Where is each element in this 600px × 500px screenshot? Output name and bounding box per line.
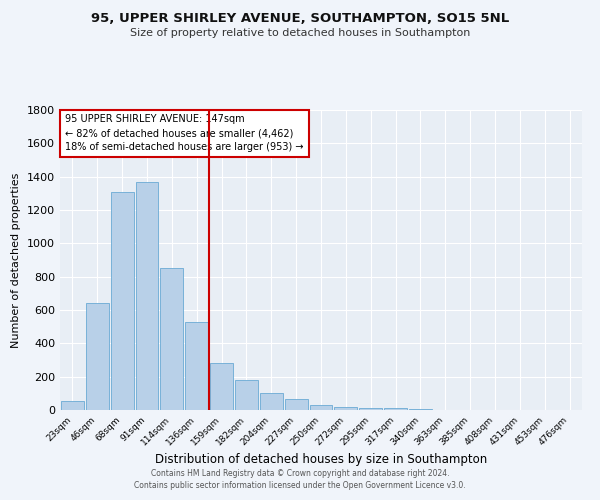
- Bar: [409, 409, 432, 410]
- Bar: [61, 401, 84, 410]
- Y-axis label: Number of detached properties: Number of detached properties: [11, 172, 22, 348]
- Bar: [384, 408, 407, 410]
- Bar: [285, 399, 308, 410]
- Bar: [235, 380, 258, 410]
- Bar: [160, 268, 183, 410]
- Bar: [210, 364, 233, 410]
- Bar: [260, 392, 283, 410]
- Text: 95, UPPER SHIRLEY AVENUE, SOUTHAMPTON, SO15 5NL: 95, UPPER SHIRLEY AVENUE, SOUTHAMPTON, S…: [91, 12, 509, 26]
- Bar: [86, 304, 109, 410]
- Text: Size of property relative to detached houses in Southampton: Size of property relative to detached ho…: [130, 28, 470, 38]
- Bar: [136, 182, 158, 410]
- Bar: [111, 192, 134, 410]
- Text: 95 UPPER SHIRLEY AVENUE: 147sqm
← 82% of detached houses are smaller (4,462)
18%: 95 UPPER SHIRLEY AVENUE: 147sqm ← 82% of…: [65, 114, 304, 152]
- X-axis label: Distribution of detached houses by size in Southampton: Distribution of detached houses by size …: [155, 452, 487, 466]
- Text: Contains HM Land Registry data © Crown copyright and database right 2024.
Contai: Contains HM Land Registry data © Crown c…: [134, 469, 466, 490]
- Bar: [334, 406, 357, 410]
- Bar: [359, 408, 382, 410]
- Bar: [310, 405, 332, 410]
- Bar: [185, 322, 208, 410]
